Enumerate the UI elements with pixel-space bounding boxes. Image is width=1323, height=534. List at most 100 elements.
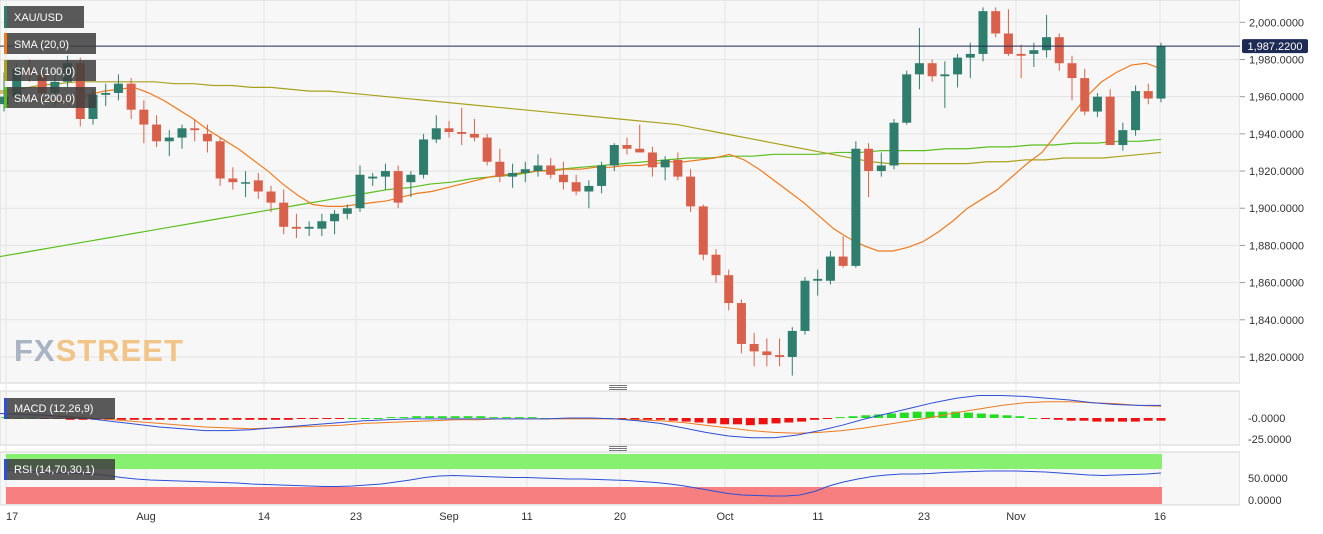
rsi-label[interactable]: RSI (14,70,30,1): [4, 459, 115, 480]
candle-body: [253, 180, 263, 192]
time-tick-label: 11: [812, 511, 823, 523]
candle: [177, 124, 187, 149]
macd-hist-bar: [1015, 416, 1025, 418]
candle: [800, 277, 810, 335]
candle: [355, 165, 365, 212]
price-tick-label: 1,860.0000: [1249, 278, 1304, 290]
candle-body: [419, 139, 429, 175]
legend-label: SMA (100,0): [14, 66, 75, 78]
macd-hist-bar: [1143, 418, 1153, 421]
legend-item[interactable]: SMA (200,0): [4, 87, 96, 108]
macd-label[interactable]: MACD (12,26,9): [4, 398, 115, 419]
candle: [228, 167, 238, 190]
candle-body: [266, 191, 276, 203]
macd-label-text: MACD (12,26,9): [14, 403, 93, 415]
candle: [1156, 42, 1166, 103]
macd-hist-bar: [681, 418, 691, 422]
watermark-street: STREET: [56, 333, 184, 368]
candle-body: [558, 174, 568, 183]
macd-hist-bar: [232, 418, 242, 420]
candle: [1105, 89, 1115, 146]
candle-body: [1105, 96, 1115, 146]
candle-body: [469, 133, 479, 138]
macd-hist-bar: [694, 418, 704, 423]
candle-body: [647, 152, 657, 168]
candle-body: [609, 145, 619, 166]
candle-body: [838, 256, 848, 266]
candle-body: [495, 161, 505, 177]
candle-body: [876, 165, 886, 172]
macd-hist-bar: [1079, 418, 1089, 421]
macd-hist-bar: [450, 416, 460, 418]
candle: [1042, 14, 1052, 58]
candle: [508, 163, 518, 188]
candle-body: [317, 221, 327, 229]
time-tick-label: 20: [614, 511, 626, 523]
candle: [406, 171, 416, 198]
macd-hist-bar: [1092, 418, 1102, 422]
candle: [1131, 85, 1141, 136]
candle-body: [673, 159, 683, 177]
candle: [635, 124, 645, 153]
rsi-overbought-band: [6, 454, 1162, 469]
candle-body: [698, 206, 708, 255]
candle-body: [177, 128, 187, 138]
candle: [342, 204, 352, 220]
last-price-label: 1,987.2200: [1247, 41, 1302, 53]
macd-hist-bar: [335, 418, 345, 419]
candle: [1118, 122, 1128, 151]
legend-item[interactable]: SMA (20,0): [4, 33, 96, 54]
legend-item[interactable]: SMA (100,0): [4, 60, 96, 81]
candle: [1143, 83, 1153, 105]
sma20-path: [0, 62, 1162, 252]
macd-hist-bar: [758, 418, 768, 425]
rsi-tick-1: 0.0000: [1248, 495, 1282, 507]
candle: [673, 152, 683, 181]
macd-splitter-handle[interactable]: [609, 385, 627, 390]
macd-hist-bar: [283, 418, 293, 420]
price-tick-label: 1,920.0000: [1249, 166, 1304, 178]
sma-200-line: [0, 138, 1162, 258]
macd-hist-bar: [668, 418, 678, 421]
candle: [431, 115, 441, 144]
price-tick-label: 1,820.0000: [1249, 352, 1304, 364]
rsi-oversold-band: [6, 487, 1162, 504]
candle: [266, 185, 276, 212]
macd-hist-bar: [617, 418, 627, 419]
candle-body: [953, 57, 963, 75]
symbol-label[interactable]: XAU/USD: [4, 6, 84, 28]
candle: [724, 269, 734, 311]
macd-hist-bar: [502, 417, 511, 419]
macd-hist-bar: [1028, 418, 1038, 419]
macd-hist-bar: [707, 418, 717, 424]
macd-hist-bar: [848, 416, 858, 418]
candle: [876, 152, 886, 177]
candle-body: [406, 174, 416, 183]
candle-body: [368, 176, 378, 179]
macd-main-line: [0, 395, 1161, 439]
candle: [1003, 9, 1013, 56]
macd-hist-bar: [425, 416, 434, 418]
candle: [113, 74, 123, 101]
candle: [914, 27, 924, 90]
macd-hist-bar: [1041, 418, 1050, 419]
rsi-line: [5, 469, 1162, 497]
macd-hist-bar: [1105, 418, 1115, 422]
macd-hist-bar: [976, 413, 986, 418]
candle: [838, 236, 848, 268]
candle: [889, 118, 899, 170]
macd-hist-bar: [951, 411, 961, 418]
candle-body: [355, 174, 365, 209]
candle: [419, 133, 429, 179]
candle: [775, 338, 785, 367]
candle-body: [215, 141, 225, 179]
macd-hist-bar: [296, 418, 306, 419]
rsi-splitter-handle[interactable]: [609, 446, 627, 451]
price-tick-label: 1,960.0000: [1249, 92, 1304, 104]
candle: [940, 61, 950, 108]
rsi-path: [5, 469, 1162, 497]
candle: [202, 124, 212, 153]
macd-hist-bar: [117, 418, 126, 420]
candle-body: [775, 355, 785, 357]
